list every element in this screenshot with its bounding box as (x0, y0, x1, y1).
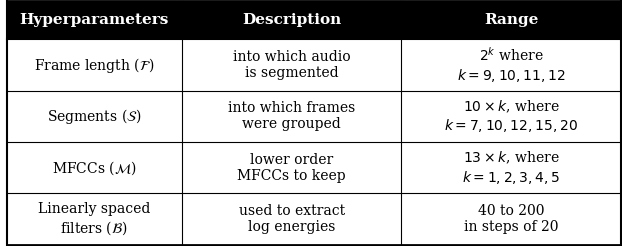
Text: Hyperparameters: Hyperparameters (19, 13, 169, 27)
Bar (182, 193, 401, 245)
Bar (401, 91, 621, 142)
Bar (182, 39, 401, 91)
Text: Frame length ($\mathcal{F}$): Frame length ($\mathcal{F}$) (34, 56, 154, 75)
Bar (182, 91, 401, 142)
Text: Segments ($\mathcal{S}$): Segments ($\mathcal{S}$) (47, 107, 142, 126)
Bar (7, 142, 182, 193)
Bar (7, 1, 182, 39)
Bar (7, 39, 182, 91)
Bar (7, 193, 182, 245)
Bar (401, 193, 621, 245)
Text: into which frames
were grouped: into which frames were grouped (228, 101, 355, 132)
Text: 40 to 200
in steps of 20: 40 to 200 in steps of 20 (464, 204, 559, 234)
Bar (182, 142, 401, 193)
Text: $2^k$ where
$k = 9, 10, 11, 12$: $2^k$ where $k = 9, 10, 11, 12$ (457, 46, 565, 84)
Text: lower order
MFCCs to keep: lower order MFCCs to keep (237, 153, 346, 183)
Text: MFCCs ($\mathcal{M}$): MFCCs ($\mathcal{M}$) (52, 159, 136, 177)
Text: used to extract
log energies: used to extract log energies (238, 204, 345, 234)
Text: $13 \times k$, where
$k = 1, 2, 3, 4, 5$: $13 \times k$, where $k = 1, 2, 3, 4, 5$ (462, 150, 560, 186)
Text: Linearly spaced
filters ($\mathcal{B}$): Linearly spaced filters ($\mathcal{B}$) (38, 202, 151, 237)
Text: Range: Range (484, 13, 539, 27)
Bar (182, 1, 401, 39)
Text: into which audio
is segmented: into which audio is segmented (233, 50, 350, 80)
Bar (401, 142, 621, 193)
Text: $10 \times k$, where
$k = 7, 10, 12, 15, 20$: $10 \times k$, where $k = 7, 10, 12, 15,… (444, 98, 578, 134)
Bar (401, 39, 621, 91)
Bar (401, 1, 621, 39)
Text: Description: Description (242, 13, 341, 27)
Bar (7, 91, 182, 142)
